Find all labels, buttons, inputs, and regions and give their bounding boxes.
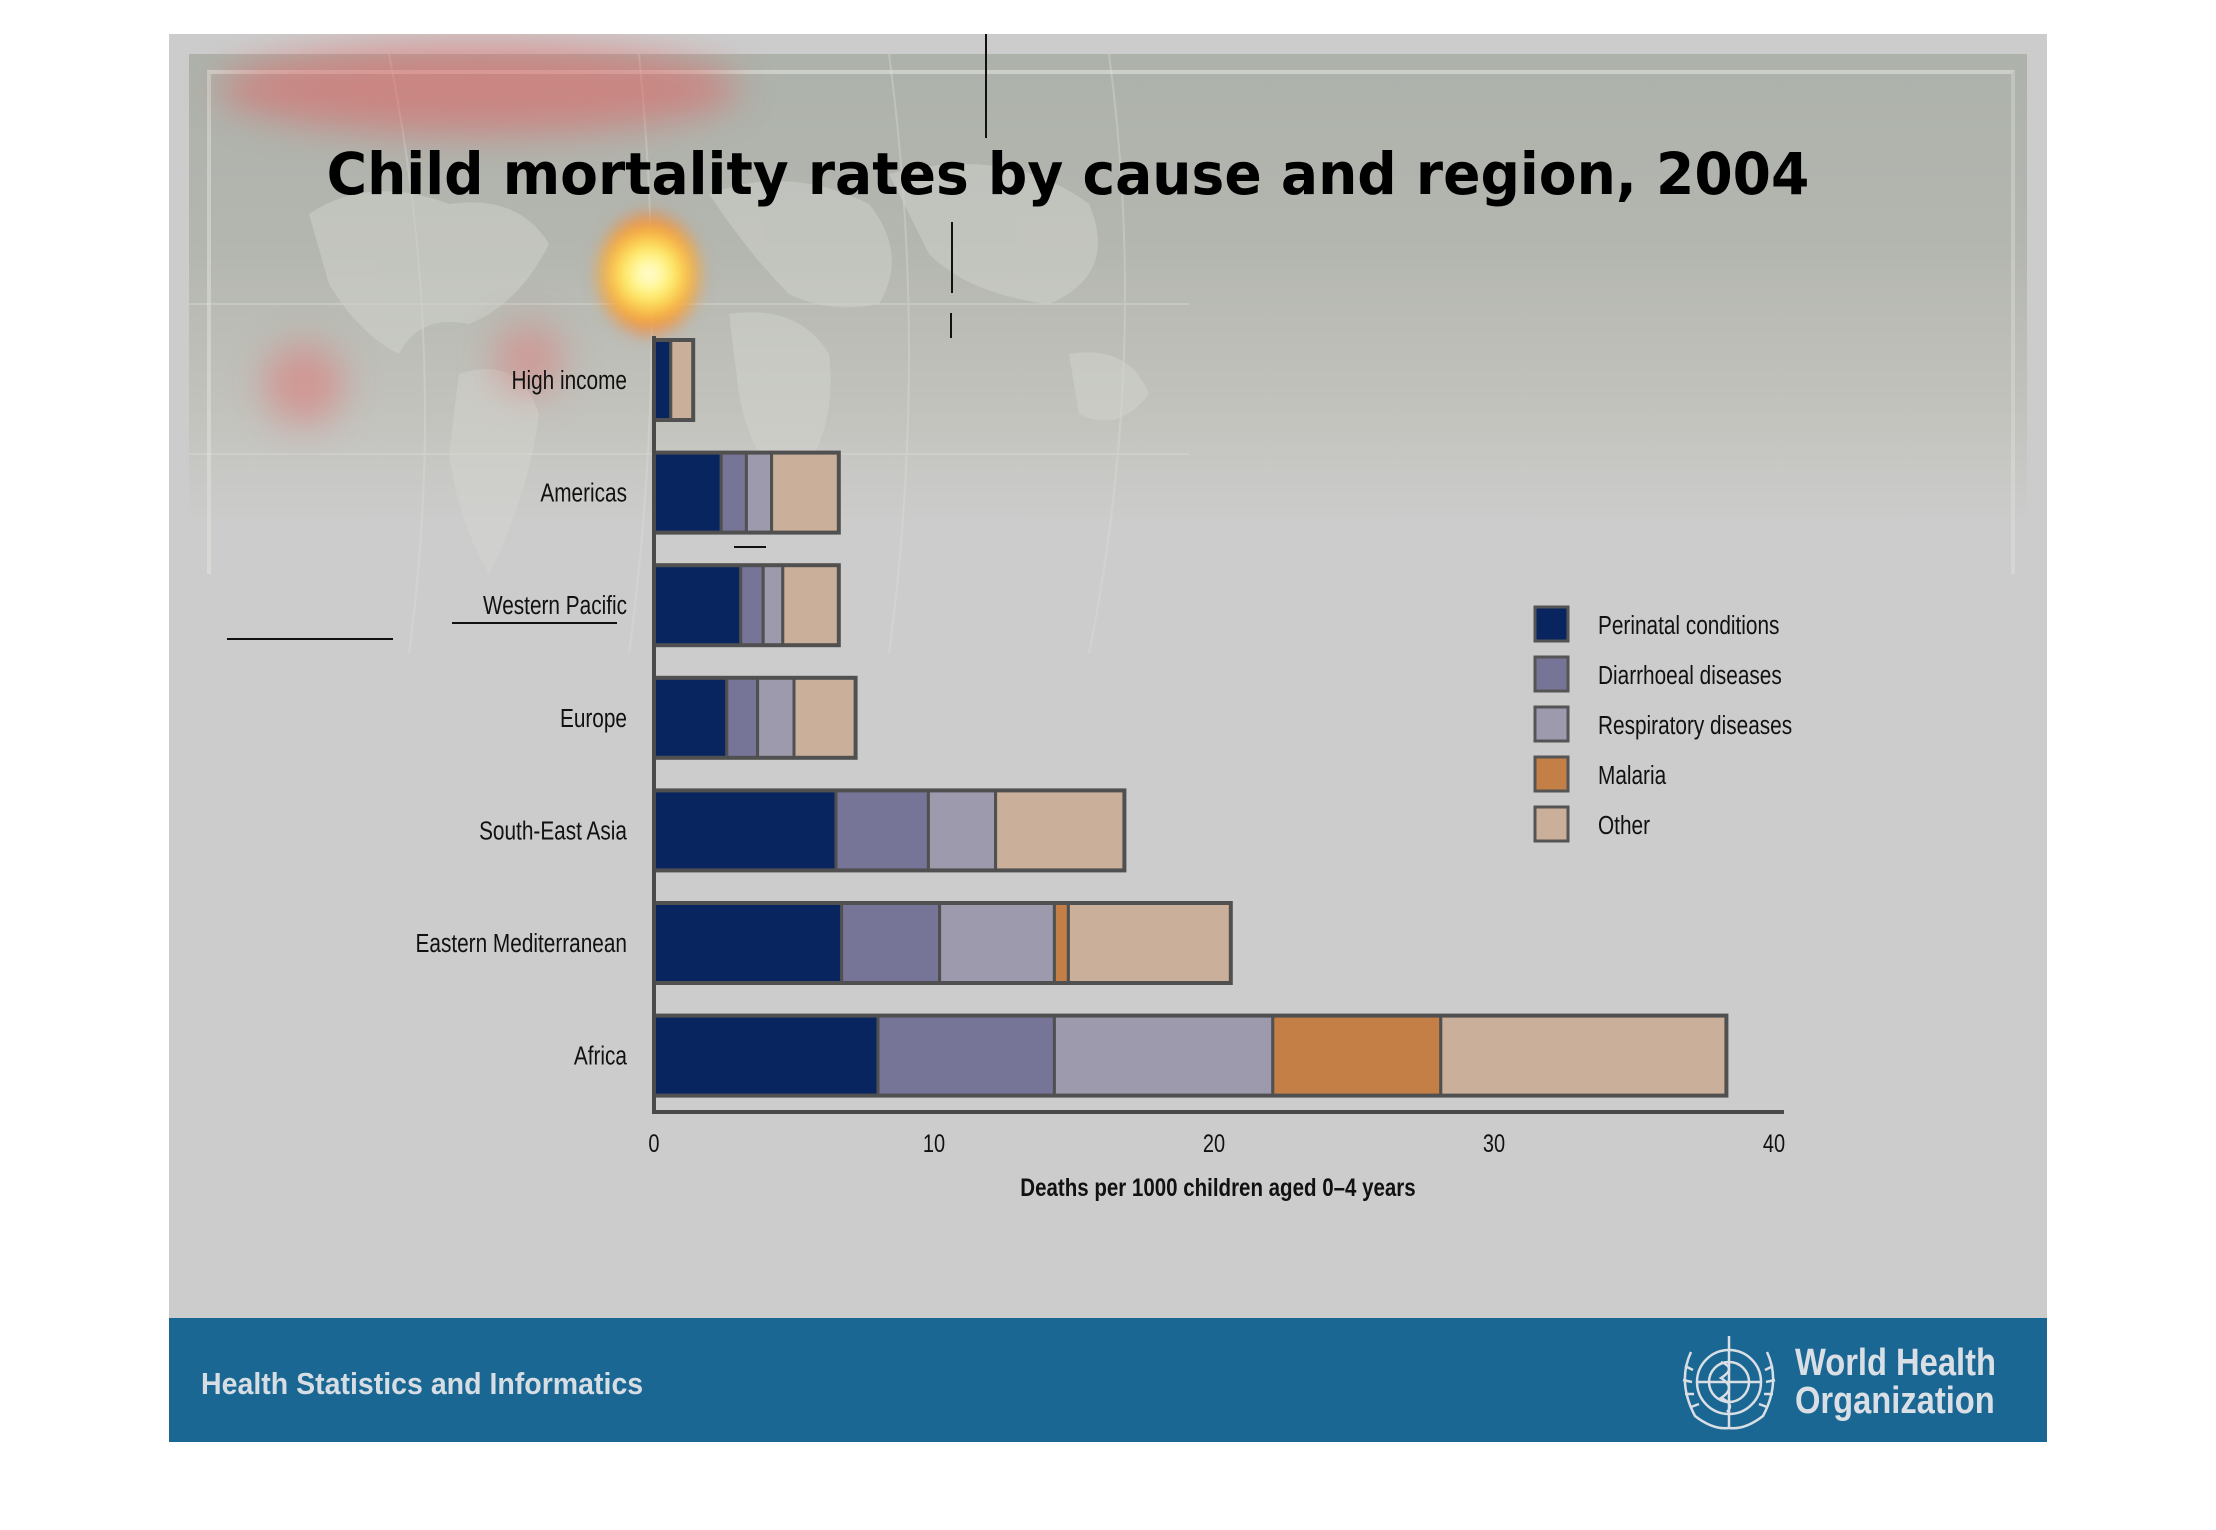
bar-segment-diarrhoeal-diseases: [725, 676, 760, 760]
bar-segment-perinatal-conditions: [652, 563, 743, 647]
bar-segment-respiratory-diseases: [761, 563, 785, 647]
category-label: South-East Asia: [479, 816, 628, 845]
legend-swatch: [1533, 655, 1570, 693]
bars-layer: [652, 338, 1729, 1098]
bar-segment-diarrhoeal-diseases: [840, 901, 942, 985]
legend-label: Respiratory diseases: [1598, 711, 1792, 740]
bar-segment-perinatal-conditions: [652, 451, 723, 535]
annotation-line: [227, 638, 393, 640]
legend-swatch: [1533, 705, 1570, 743]
heatmap-blob: [264, 344, 344, 424]
bar-segment-perinatal-conditions: [652, 338, 673, 422]
bar-segment-malaria: [1271, 1014, 1443, 1098]
bar-segment-other: [1439, 1014, 1728, 1098]
x-tick-label: 0: [648, 1130, 659, 1158]
legend-label: Perinatal conditions: [1598, 611, 1779, 640]
bar-segment-perinatal-conditions: [652, 1014, 880, 1098]
legend-label: Other: [1598, 811, 1650, 840]
legend-swatch: [1533, 605, 1570, 643]
who-logo-text: World Health Organization: [1795, 1344, 1996, 1420]
annotation-line: [734, 546, 766, 548]
footer-department-label: Health Statistics and Informatics: [201, 1366, 644, 1401]
legend: Perinatal conditions Diarrhoeal diseases R…: [1533, 605, 1792, 843]
bar-segment-other: [994, 788, 1126, 872]
heatmap-blob: [494, 324, 564, 394]
category-label: Eastern Mediterranean: [416, 929, 627, 958]
category-label: Africa: [574, 1041, 628, 1070]
legend-swatch: [1533, 805, 1570, 843]
x-tick-label: 30: [1483, 1130, 1505, 1158]
x-tick-label: 10: [923, 1130, 945, 1158]
category-label: Western Pacific: [483, 591, 627, 620]
who-logo-line1: World Health: [1795, 1342, 1996, 1384]
bar-segment-other: [669, 338, 695, 422]
category-label: Americas: [540, 478, 627, 507]
annotation-line: [985, 34, 987, 138]
category-labels: High income Americas Western Pacific Europe…: [416, 366, 628, 1070]
bar-segment-perinatal-conditions: [652, 676, 729, 760]
heatmap-blob: [219, 44, 739, 134]
bar-segment-other: [781, 563, 841, 647]
bar-segment-perinatal-conditions: [652, 901, 844, 985]
category-label: Europe: [560, 704, 627, 733]
bar-segment-respiratory-diseases: [1052, 1014, 1275, 1098]
legend-label: Diarrhoeal diseases: [1598, 661, 1782, 690]
bar-segment-respiratory-diseases: [926, 788, 998, 872]
header-frame: [207, 70, 2015, 574]
x-tick-labels: 0 10 20 30 40: [648, 1130, 1785, 1158]
slide: Child mortality rates by cause and regio…: [169, 34, 2047, 1442]
bar-segment-diarrhoeal-diseases: [876, 1014, 1056, 1098]
footer-bar: Health Statistics and Informatics World …: [169, 1318, 2047, 1442]
x-axis-title: Deaths per 1000 children aged 0–4 years: [1020, 1173, 1415, 1201]
bar-segment-other: [792, 676, 858, 760]
bar-segment-malaria: [1052, 901, 1070, 985]
annotation-line: [452, 622, 617, 624]
bar-segment-other: [770, 451, 841, 535]
world-map-background: [189, 54, 1189, 654]
legend-label: Malaria: [1598, 761, 1667, 790]
bar-segment-diarrhoeal-diseases: [834, 788, 930, 872]
x-tick-label: 20: [1203, 1130, 1225, 1158]
bar-segment-respiratory-diseases: [938, 901, 1056, 985]
bar-segment-other: [1066, 901, 1233, 985]
slide-title: Child mortality rates by cause and regio…: [326, 140, 1810, 208]
who-logo-line2: Organization: [1795, 1380, 1995, 1422]
x-tick-label: 40: [1763, 1130, 1785, 1158]
heatmap-hotspot: [599, 214, 699, 334]
annotation-line: [950, 313, 952, 338]
bar-segment-diarrhoeal-diseases: [739, 563, 765, 647]
annotation-line: [951, 222, 953, 293]
who-emblem-icon: [1682, 1336, 1776, 1430]
bar-segment-respiratory-diseases: [744, 451, 774, 535]
legend-swatch: [1533, 755, 1570, 793]
category-label: High income: [511, 366, 627, 395]
bar-segment-respiratory-diseases: [756, 676, 796, 760]
bar-segment-diarrhoeal-diseases: [719, 451, 748, 535]
bar-segment-perinatal-conditions: [652, 788, 838, 872]
